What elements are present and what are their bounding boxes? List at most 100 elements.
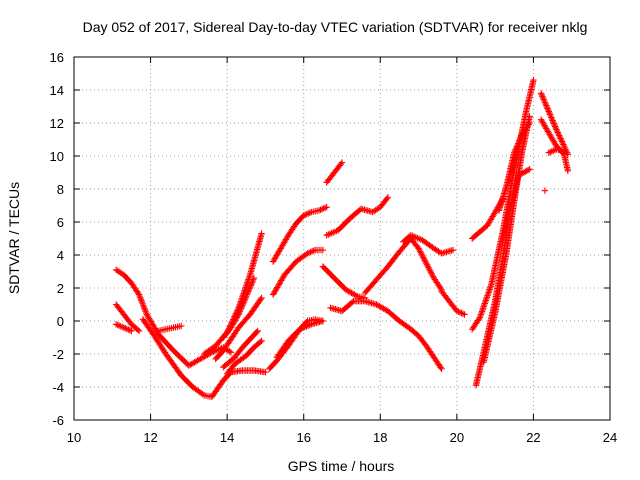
data-point [499,195,506,203]
y-tick-label: 4 [57,248,64,263]
data-series [327,298,445,373]
data-trace [385,249,402,269]
y-tick-label: 10 [50,149,64,164]
data-point [541,187,549,194]
data-series [269,246,327,298]
data-trace [156,332,176,353]
data-point [453,307,461,315]
y-tick-label: -4 [52,380,64,395]
data-trace [409,232,424,243]
data-series [212,294,265,363]
y-tick-label: -2 [52,347,64,362]
data-point [415,245,422,252]
data-point [250,274,258,282]
data-trace [114,302,126,317]
x-tick-label: 14 [220,430,234,445]
x-tick-label: 18 [373,430,387,445]
data-series [545,146,568,156]
data-trace [511,132,525,155]
plot-frame [73,56,611,421]
y-axis-label: SDTVAR / TECUs [6,182,22,294]
data-point [526,113,533,120]
data-series [112,321,135,335]
data-trace [363,298,379,308]
data-trace [298,321,313,332]
data-point [319,317,327,325]
data-trace [152,334,169,356]
data-trace [252,338,264,350]
data-trace [202,392,214,400]
data-trace [503,198,518,254]
x-tick-label: 12 [143,430,157,445]
data-trace [240,337,253,350]
data-point [254,327,261,335]
data-point [511,149,518,156]
y-tick-label: -6 [52,413,64,428]
data-series [223,337,265,377]
data-series [112,301,143,335]
data-trace [470,229,482,241]
data-trace [232,345,245,360]
data-trace [248,328,260,342]
data-series [361,235,445,297]
data-trace [492,197,506,214]
data-trace [431,276,444,292]
data-point [526,166,533,173]
grid-lines [74,57,610,420]
data-trace [270,246,284,264]
data-series [220,327,261,371]
data-point [243,293,250,300]
data-series [537,90,572,158]
x-tick-label: 10 [67,430,81,445]
data-trace [503,151,518,188]
data-trace [305,247,317,256]
data-trace [374,302,390,314]
x-tick-label: 20 [450,430,464,445]
data-trace [179,373,195,390]
data-trace [511,151,525,203]
data-trace [121,272,134,286]
data-point [338,159,346,166]
data-points [112,76,572,401]
data-trace [538,117,552,135]
data-trace [163,352,184,378]
data-trace [294,251,310,264]
data-trace [370,204,382,215]
data-trace [310,207,321,215]
data-trace [121,312,134,327]
data-trace [397,318,413,332]
data-trace [114,321,126,331]
data-point [319,246,327,254]
data-series [323,159,346,186]
data-trace [547,146,559,156]
data-trace [408,327,421,338]
data-trace [221,325,234,340]
data-point [112,321,120,328]
data-trace [546,109,559,132]
data-trace [553,127,567,148]
data-series [112,266,235,369]
data-series [323,194,392,239]
data-point [227,349,235,356]
data-trace [423,343,437,360]
data-point [258,230,265,237]
data-trace [378,195,391,209]
chart-title: Day 052 of 2017, Sidereal Day-to-day VTE… [83,19,588,35]
data-trace [187,356,203,368]
data-trace [136,292,150,317]
data-trace [129,322,142,333]
data-series [541,187,549,194]
data-trace [522,78,537,115]
data-trace [420,237,436,251]
data-trace [374,264,390,282]
data-trace [386,309,402,324]
data-trace [325,227,340,238]
data-trace [488,230,506,287]
data-trace [336,216,352,233]
data-trace [252,367,267,376]
data-trace [221,337,234,353]
data-trace [302,209,314,218]
data-series [220,274,258,341]
